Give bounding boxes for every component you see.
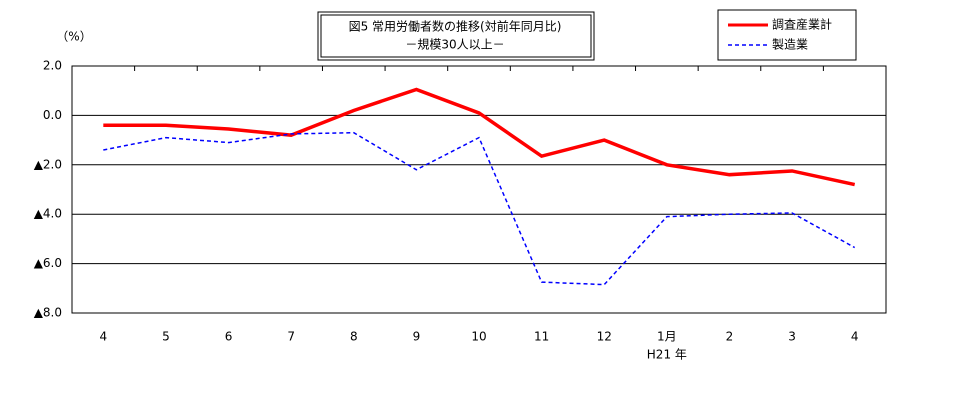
x-tick-label: 4 — [851, 330, 859, 344]
chart-subtitle: －規模30人以上－ — [405, 37, 504, 52]
title-box — [317, 11, 595, 61]
x-tick-label: 12 — [597, 330, 612, 344]
x-tick-label: 3 — [788, 330, 796, 344]
x-tick-label: 9 — [413, 330, 421, 344]
x-tick-label: 1月 — [657, 330, 677, 344]
x-tick-label: 6 — [225, 330, 233, 344]
x-annotation: H21 年 — [647, 348, 687, 362]
chart-title: 図5 常用労働者数の推移(対前年同月比) — [349, 19, 562, 34]
y-axis-label: （%） — [56, 30, 91, 44]
legend-label: 製造業 — [772, 38, 808, 52]
y-tick-label: ▲8.0 — [34, 306, 62, 320]
x-tick-label: 7 — [287, 330, 295, 344]
x-tick-label: 10 — [471, 330, 486, 344]
legend-label: 調査産業計 — [772, 17, 832, 32]
x-tick-label: 4 — [99, 330, 107, 344]
y-tick-label: 0.0 — [43, 108, 62, 122]
y-tick-label: ▲4.0 — [34, 207, 62, 221]
y-tick-label: 2.0 — [43, 59, 62, 73]
x-tick-label: 8 — [350, 330, 358, 344]
series-line — [103, 131, 856, 286]
y-tick-label: ▲2.0 — [34, 157, 62, 171]
x-tick-label: 5 — [162, 330, 170, 344]
x-tick-label: 11 — [534, 330, 549, 344]
legend-box — [717, 9, 857, 61]
x-tick-label: 2 — [726, 330, 734, 344]
series-line — [103, 87, 856, 187]
title-box-inner — [320, 14, 592, 58]
y-tick-label: ▲6.0 — [34, 256, 62, 270]
